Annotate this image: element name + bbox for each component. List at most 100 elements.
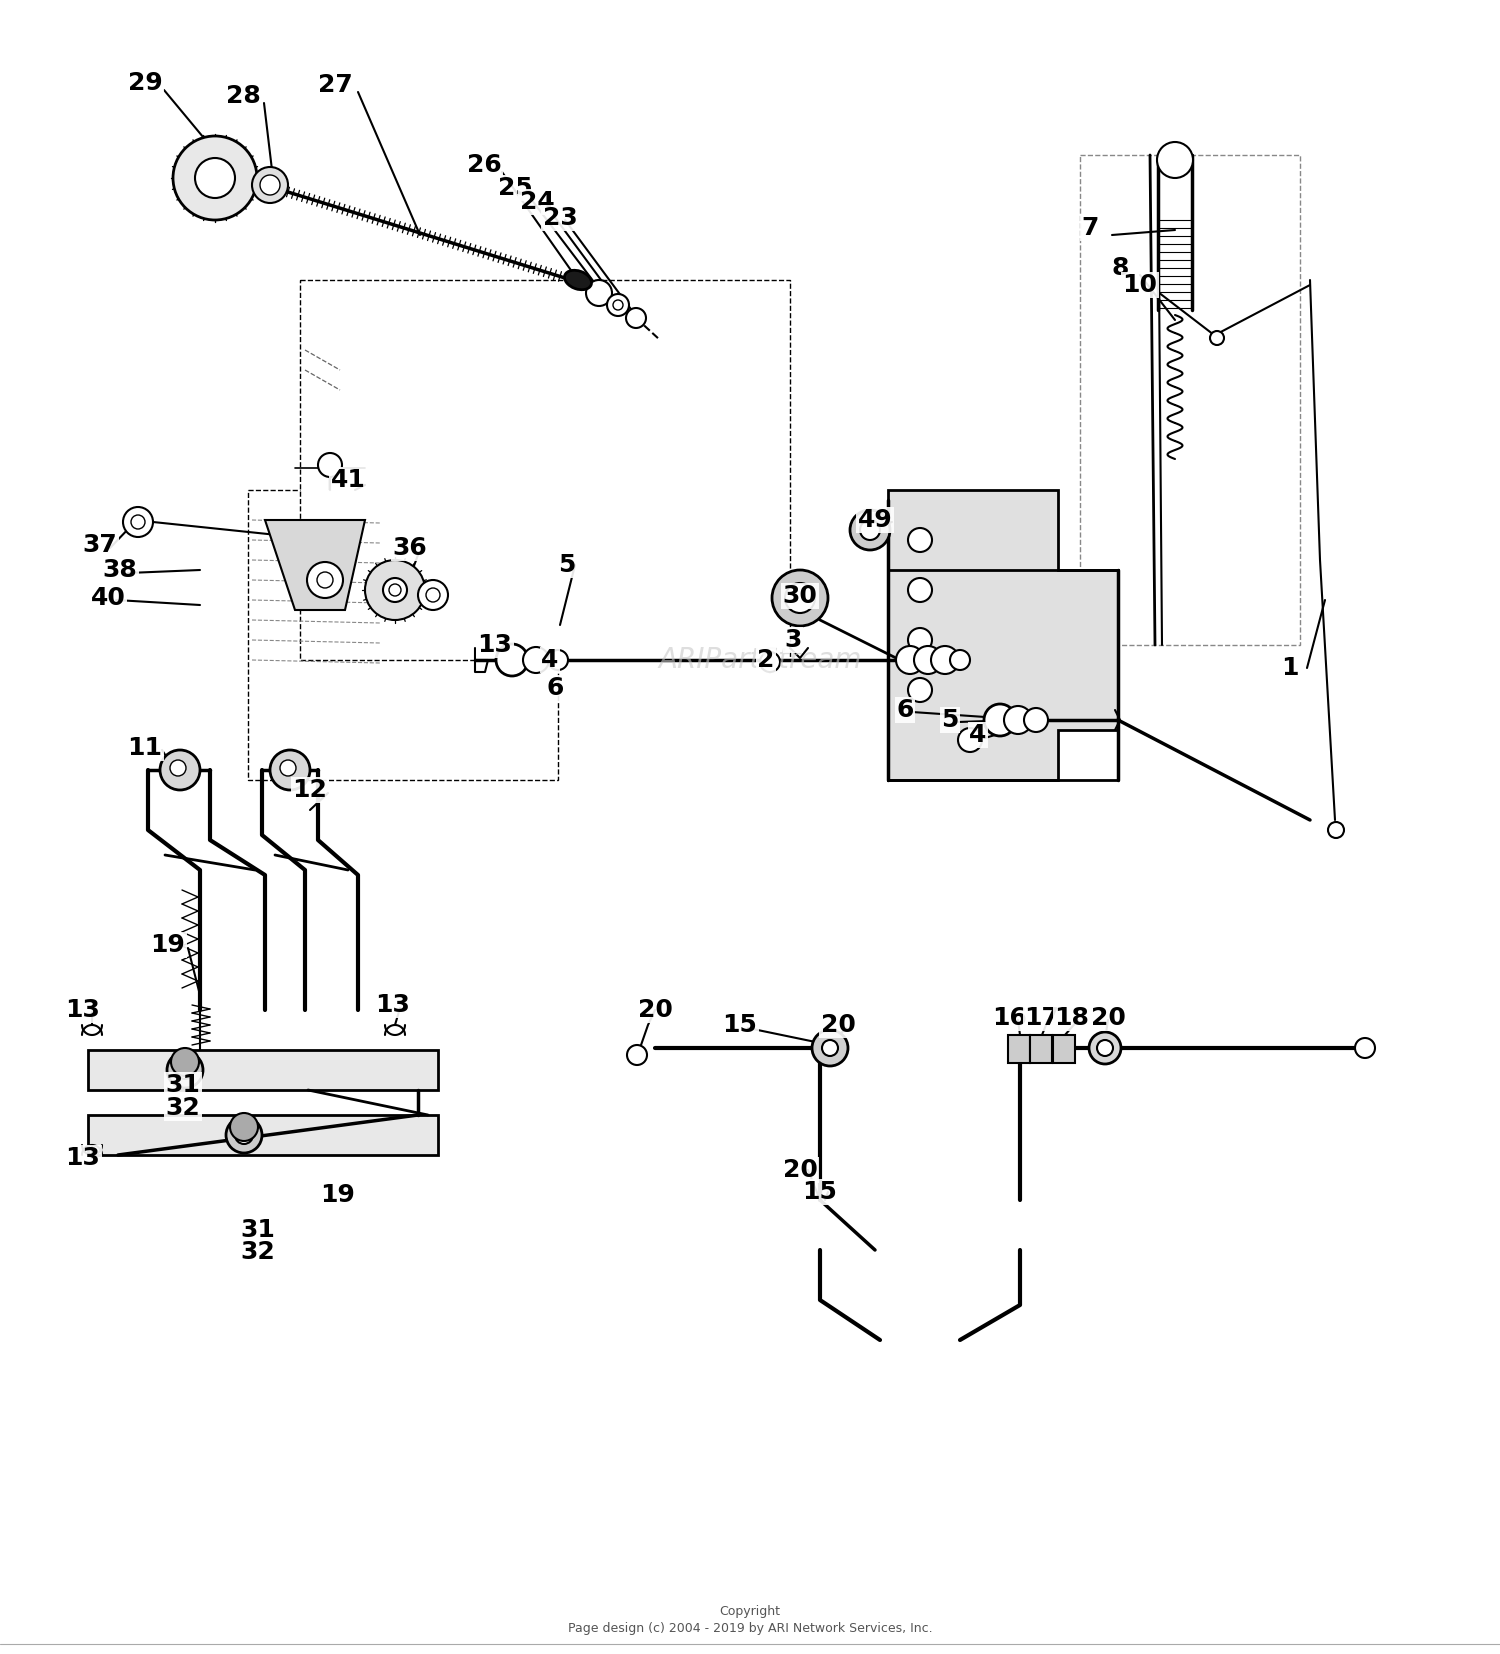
Bar	[1053, 1035, 1076, 1064]
Text: ARIPartStream: ARIPartStream	[658, 647, 861, 673]
Text: 30: 30	[783, 584, 818, 609]
Circle shape	[270, 749, 310, 791]
Circle shape	[1004, 706, 1032, 734]
Text: 41: 41	[330, 468, 366, 491]
Text: 5: 5	[558, 552, 576, 577]
Text: 2: 2	[758, 648, 774, 672]
Circle shape	[318, 453, 342, 476]
Circle shape	[195, 159, 236, 198]
Text: 5: 5	[942, 708, 958, 733]
Circle shape	[1354, 1039, 1376, 1059]
Circle shape	[1096, 1040, 1113, 1055]
Text: 11: 11	[128, 736, 162, 759]
Text: 20: 20	[821, 1012, 855, 1037]
Text: 31: 31	[165, 1073, 201, 1097]
Bar	[1030, 1035, 1051, 1064]
Circle shape	[524, 647, 549, 673]
Text: 13: 13	[66, 997, 100, 1022]
Circle shape	[230, 1113, 258, 1141]
Text: 32: 32	[240, 1240, 276, 1264]
Text: 15: 15	[802, 1179, 837, 1204]
Circle shape	[914, 647, 942, 673]
Text: 25: 25	[498, 175, 532, 200]
Bar	[300, 280, 790, 660]
Circle shape	[260, 175, 280, 195]
Circle shape	[308, 562, 344, 599]
Text: 7: 7	[1082, 217, 1098, 240]
Circle shape	[772, 571, 828, 625]
Text: 26: 26	[466, 154, 501, 177]
Polygon shape	[266, 519, 364, 610]
Circle shape	[226, 1116, 262, 1153]
Circle shape	[252, 167, 288, 203]
Circle shape	[822, 1040, 839, 1055]
Text: 36: 36	[393, 536, 427, 561]
Text: 16: 16	[993, 1006, 1028, 1030]
Circle shape	[160, 749, 200, 791]
Circle shape	[760, 652, 780, 672]
Circle shape	[908, 629, 932, 652]
Text: 28: 28	[225, 84, 261, 108]
Text: 4: 4	[542, 648, 558, 672]
Bar	[1008, 1035, 1031, 1064]
Circle shape	[627, 1045, 646, 1065]
Text: 10: 10	[1122, 273, 1158, 298]
Bar	[88, 1115, 438, 1154]
Ellipse shape	[564, 270, 591, 289]
Circle shape	[950, 650, 970, 670]
Text: 20: 20	[1090, 1006, 1125, 1030]
Text: 6: 6	[546, 676, 564, 700]
Circle shape	[908, 577, 932, 602]
Circle shape	[1210, 331, 1224, 346]
Text: 13: 13	[66, 1146, 100, 1169]
Circle shape	[280, 759, 296, 776]
Circle shape	[784, 582, 814, 614]
Circle shape	[496, 643, 528, 676]
Text: 17: 17	[1024, 1006, 1059, 1030]
Circle shape	[166, 1052, 202, 1088]
Text: 3: 3	[784, 629, 801, 652]
Text: 23: 23	[543, 207, 578, 230]
Circle shape	[1089, 1032, 1120, 1064]
Text: 32: 32	[165, 1097, 201, 1120]
Circle shape	[859, 519, 880, 539]
Circle shape	[626, 308, 646, 327]
Circle shape	[172, 136, 256, 220]
Circle shape	[908, 678, 932, 701]
Text: 20: 20	[638, 997, 672, 1022]
Text: 20: 20	[783, 1158, 818, 1183]
Text: 8: 8	[1112, 256, 1128, 280]
Text: 1: 1	[1281, 657, 1299, 680]
Text: 37: 37	[82, 533, 117, 557]
Circle shape	[364, 561, 424, 620]
Text: 40: 40	[90, 586, 126, 610]
Circle shape	[932, 647, 958, 673]
Circle shape	[812, 1030, 847, 1065]
Circle shape	[850, 509, 889, 551]
Text: 38: 38	[102, 557, 138, 582]
Circle shape	[1156, 142, 1192, 179]
Circle shape	[316, 572, 333, 589]
Circle shape	[419, 581, 448, 610]
Text: 6: 6	[897, 698, 914, 723]
Circle shape	[130, 514, 146, 529]
Text: Copyright
Page design (c) 2004 - 2019 by ARI Network Services, Inc.: Copyright Page design (c) 2004 - 2019 by…	[567, 1604, 933, 1636]
Text: 13: 13	[375, 992, 411, 1017]
Circle shape	[388, 584, 400, 595]
Circle shape	[548, 650, 568, 670]
Text: 24: 24	[519, 190, 555, 213]
Circle shape	[382, 577, 406, 602]
Circle shape	[1328, 822, 1344, 839]
Circle shape	[614, 299, 622, 309]
Text: 12: 12	[292, 777, 327, 802]
Text: 13: 13	[477, 633, 513, 657]
Circle shape	[176, 1060, 194, 1078]
Text: 19: 19	[321, 1183, 356, 1207]
Circle shape	[426, 589, 439, 602]
Text: 27: 27	[318, 73, 352, 98]
Bar	[1080, 155, 1300, 645]
Circle shape	[908, 528, 932, 552]
Text: 4: 4	[969, 723, 987, 748]
Text: 18: 18	[1054, 1006, 1089, 1030]
Circle shape	[170, 759, 186, 776]
